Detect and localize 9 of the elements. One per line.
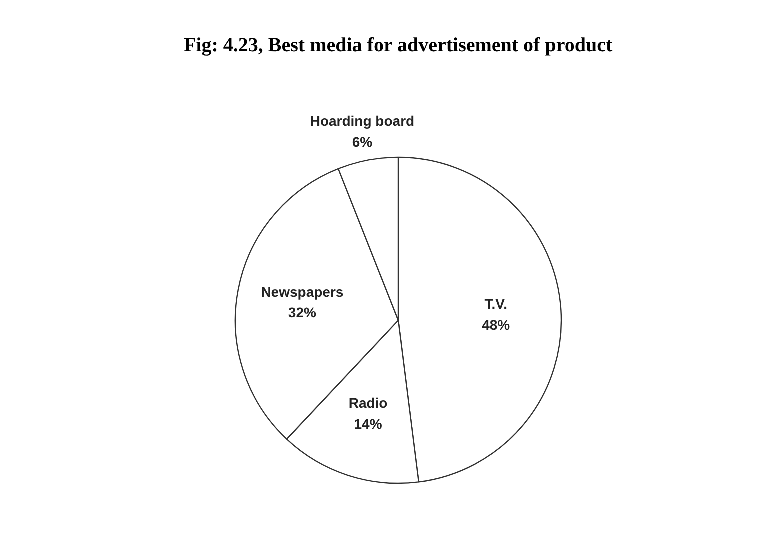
chart-title: Fig: 4.23, Best media for advertisement of product bbox=[184, 34, 613, 56]
slice-label: Radio bbox=[348, 395, 388, 412]
slice-label: T.V. bbox=[484, 296, 508, 312]
data-label: 48% bbox=[482, 316, 511, 333]
data-label: 14% bbox=[354, 416, 383, 432]
slice-label: Newspapers bbox=[261, 284, 344, 300]
slice-label: Hoarding board bbox=[310, 113, 415, 130]
data-label: 32% bbox=[288, 304, 317, 321]
data-label: 6% bbox=[352, 134, 374, 150]
